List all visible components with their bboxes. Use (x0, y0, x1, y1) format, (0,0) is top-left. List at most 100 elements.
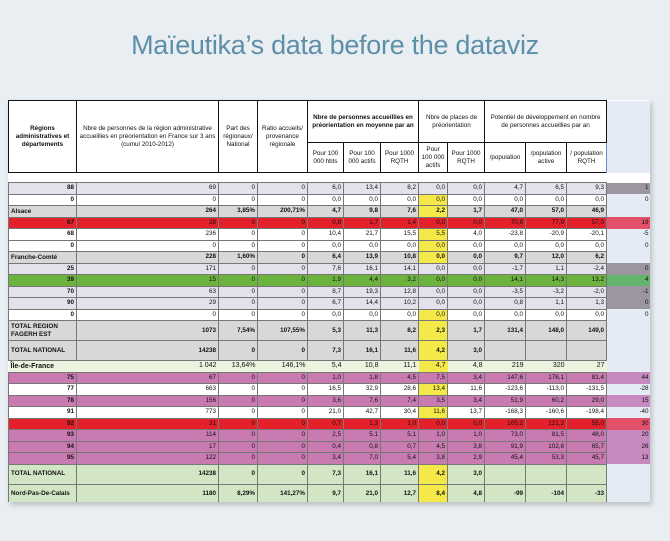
value-cell: 8,29% (218, 483, 258, 502)
value-cell: 4 (606, 274, 650, 286)
table-row: 90 29 0 0 6,7 14,4 10,2 0,0 0,0 0,8 1,1 1,3 0 (8, 297, 650, 310)
subheader-7: / population RQTH (566, 142, 608, 173)
value-cell: 32,9 (343, 383, 381, 396)
value-cell: 81,4 (566, 371, 608, 384)
value-cell: 0 (218, 297, 258, 310)
value-cell: 1073 (76, 320, 219, 341)
value-cell: 0,0 (447, 274, 486, 287)
value-cell: 29,0 (566, 394, 608, 407)
value-cell: 6,5 (525, 182, 568, 195)
table-row: 94 17 0 0 0,4 0,8 0,7 4,5 3,8 91,9 102,8 65,7 26 (8, 440, 650, 453)
value-cell: 2,2 (418, 205, 449, 218)
value-cell: 17 (76, 440, 219, 453)
value-cell: 14,1 (484, 274, 527, 287)
value-cell: -20,1 (566, 228, 608, 241)
region-cell: 88 (8, 182, 77, 195)
value-cell: 0,0 (447, 182, 486, 195)
value-cell: 148,0 (525, 320, 568, 341)
value-cell: 4,2 (418, 463, 449, 485)
region-cell: Alsace (8, 205, 77, 218)
region-cell: TOTAL REGION FAGERH EST (8, 320, 77, 341)
value-cell: 3,0 (447, 463, 486, 485)
subheader-0: Pour 100 000 hbts (307, 142, 344, 173)
value-cell: 149,0 (566, 320, 608, 341)
value-cell: 0,0 (343, 308, 381, 321)
value-cell (566, 463, 608, 485)
value-cell: 0,0 (418, 216, 449, 229)
value-cell: 5,1 (379, 429, 420, 442)
table-row: 77 663 0 0 16,5 32,9 28,6 13,4 11,6 -123,6 -113,0-… (8, 383, 650, 396)
value-cell: 1,3 (343, 417, 381, 430)
value-cell: 0 (218, 406, 258, 419)
value-cell: 0,0 (307, 193, 344, 206)
value-cell: 13,7 (447, 406, 486, 419)
value-cell: 13,4 (418, 383, 449, 396)
table-row: 0 0 0 0 0,0 0,0 0,0 0,0 0,0 0,0 0,0 0,0 0 (8, 193, 650, 206)
subheader-2: Pour 1000 RQTH (379, 142, 420, 173)
value-cell: -113,0 (525, 383, 568, 396)
value-cell: 141,27% (257, 483, 308, 502)
value-cell: 21,0 (307, 406, 344, 419)
value-cell: 7,6 (379, 205, 420, 218)
value-cell: 1,0 (418, 429, 449, 442)
value-cell: 31 (76, 417, 219, 430)
value-cell: 0 (218, 383, 258, 396)
value-cell: 6,7 (307, 297, 344, 310)
value-cell: 1,8 (343, 371, 381, 384)
value-cell: 16,5 (307, 383, 344, 396)
region-cell: 95 (8, 452, 77, 465)
region-cell: 39 (8, 274, 77, 287)
value-cell: 147,6 (484, 371, 527, 384)
table-row: TOTAL NATIONAL 14238 0 0 7,3 16,1 11,6 4,2 3,0 (8, 463, 650, 485)
value-cell: 21,0 (343, 483, 381, 502)
table-row: TOTAL NATIONAL 14238 0 0 7,3 16,1 11,6 4,2 3,0 (8, 340, 650, 361)
table-row: 88 69 0 0 6,0 13,4 8,2 0,0 0,0 4,7 6,5 9,3 1 (8, 182, 650, 195)
value-cell: 13,2 (566, 274, 608, 287)
value-cell: 0,0 (418, 182, 449, 195)
value-cell: 0 (218, 440, 258, 453)
value-cell: 0,0 (447, 262, 486, 275)
value-cell: 9,7 (484, 251, 527, 264)
value-cell: 7,6 (307, 262, 344, 275)
value-cell: 3,4 (447, 371, 486, 384)
value-cell: 107,55% (257, 320, 308, 341)
region-cell: Franche-Comté (8, 251, 77, 264)
table-row: TOTAL REGION FAGERH EST 1073 7,54% 107,55% 5… (8, 320, 650, 341)
value-cell: 30 (606, 418, 650, 430)
value-cell: 0 (257, 239, 308, 252)
region-cell: 77 (8, 383, 77, 396)
value-cell: 0 (257, 452, 308, 465)
spreadsheet-screenshot: Régions administratives et départements … (8, 100, 650, 502)
value-cell: 1,1 (525, 262, 568, 275)
table-row: 25 171 0 0 7,6 16,1 14,1 0,0 0,0 -1,7 1,1 -2,4 0 (8, 262, 650, 275)
value-cell: 0 (257, 285, 308, 298)
value-cell: 0 (218, 417, 258, 430)
value-cell: 1,7 (343, 216, 381, 229)
value-cell: 51,9 (484, 394, 527, 407)
value-cell: 55,0 (566, 417, 608, 430)
value-cell: 3,4 (307, 452, 344, 465)
value-cell: 57,0 (525, 205, 568, 218)
value-cell: 28,6 (379, 383, 420, 396)
value-cell: 15 (606, 395, 650, 407)
value-cell: 8,2 (379, 320, 420, 341)
value-cell: 2,5 (307, 429, 344, 442)
value-cell: 16,1 (343, 262, 381, 275)
value-cell: -2,0 (566, 285, 608, 298)
region-cell: 0 (8, 308, 77, 321)
value-cell: 6,4 (307, 251, 344, 264)
value-cell: 7,5 (418, 371, 449, 384)
slide-title: Maïeutika’s data before the dataviz (131, 30, 539, 60)
value-cell: 73,0 (484, 429, 527, 442)
value-cell: 14,4 (343, 297, 381, 310)
value-cell: 0 (257, 182, 308, 195)
value-cell: -3,5 (484, 285, 527, 298)
value-cell: 0,0 (447, 251, 486, 264)
value-cell: 7,3 (307, 463, 344, 485)
value-cell: 1180 (76, 483, 219, 502)
value-cell: 45,7 (566, 452, 608, 465)
value-cell: 70,8 (484, 216, 527, 229)
header-group-moyenne: Nbre de personnes accueillies en préorie… (306, 100, 420, 143)
value-cell: 4,7 (484, 182, 527, 195)
data-table: Régions administratives et départements … (8, 100, 650, 502)
